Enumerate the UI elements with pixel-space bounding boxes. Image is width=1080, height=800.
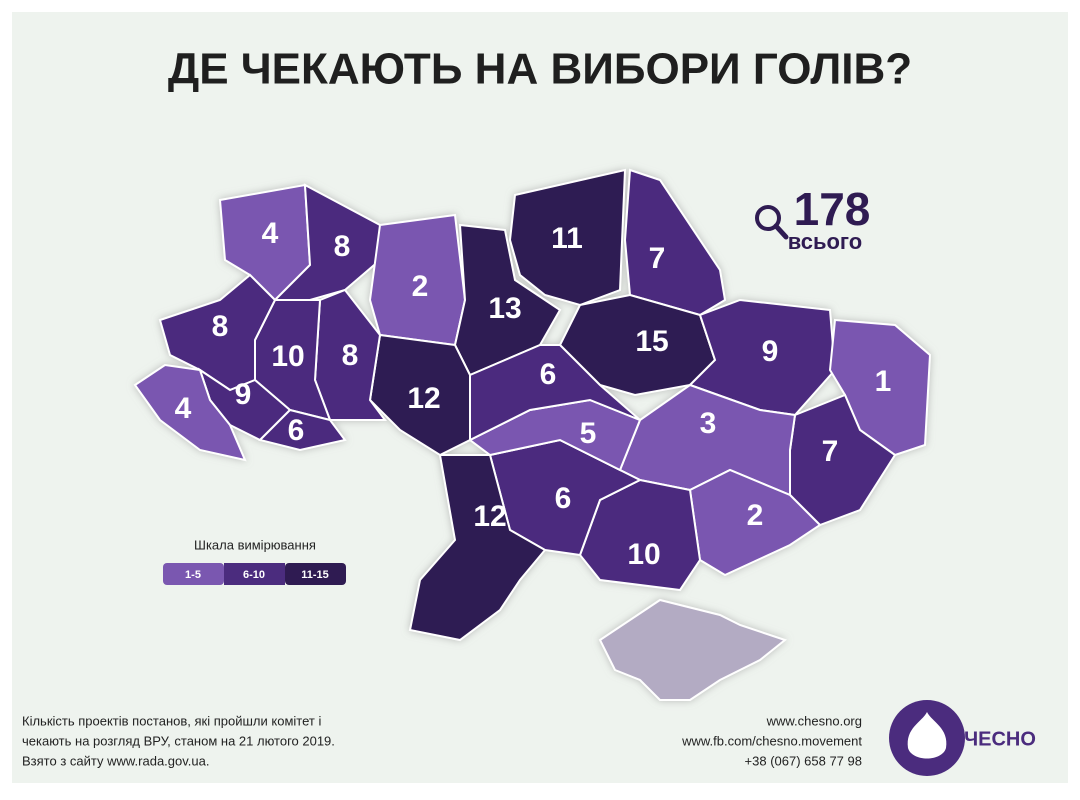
region-value: 12 — [407, 382, 440, 415]
region-value: 10 — [627, 538, 660, 571]
footnote-line: чекають на розгляд ВРУ, станом на 21 лют… — [22, 733, 335, 748]
region-value: 11 — [551, 222, 583, 255]
legend-swatch — [285, 563, 346, 585]
region-value: 10 — [271, 340, 304, 373]
region — [508, 168, 627, 307]
legend-label: 11-15 — [301, 569, 329, 581]
total-value: 178 — [794, 183, 871, 235]
region — [688, 468, 822, 577]
region-value: 2 — [412, 270, 429, 303]
region-value: 6 — [288, 414, 305, 447]
region-value: 1 — [875, 365, 892, 398]
map — [133, 168, 932, 701]
region-value: 13 — [488, 292, 521, 325]
region-value: 6 — [540, 358, 557, 391]
logo-text: ЧЕСНО — [964, 728, 1036, 750]
region-value: 15 — [635, 325, 668, 358]
footnote-line: Кількість проектів постанов, які пройшли… — [22, 713, 321, 728]
region — [258, 408, 347, 452]
region-value: 9 — [762, 335, 779, 368]
contact: www.chesno.org — [766, 713, 862, 728]
legend-swatch — [163, 563, 224, 585]
region-value: 2 — [747, 499, 764, 532]
region — [368, 333, 471, 457]
total-label: всього — [788, 229, 863, 254]
logo: ЧЕСНО — [889, 700, 1036, 776]
search-icon — [755, 205, 781, 231]
region — [158, 273, 277, 392]
legend-swatch — [224, 563, 285, 585]
region-value: 7 — [822, 435, 839, 468]
logo-garlic — [907, 712, 947, 759]
region-value: 12 — [473, 500, 506, 533]
region-value: 8 — [212, 310, 229, 343]
footnote-line: Взято з сайту www.rada.gov.ua. — [22, 753, 209, 768]
title: ДЕ ЧЕКАЮТЬ НА ВИБОРИ ГОЛІВ? — [168, 45, 912, 94]
region-value: 5 — [580, 417, 597, 450]
crimea — [598, 598, 788, 701]
region-value: 4 — [262, 217, 279, 250]
legend-title: Шкала вимірювання — [194, 537, 316, 552]
legend-label: 6-10 — [243, 569, 265, 581]
total: 178 всього — [755, 183, 871, 254]
region-value: 6 — [555, 482, 572, 515]
legend-label: 1-5 — [185, 569, 201, 581]
region-value: 8 — [342, 339, 359, 372]
region — [623, 168, 727, 317]
region — [133, 363, 247, 462]
region — [408, 454, 547, 642]
contact: www.fb.com/chesno.movement — [681, 733, 862, 748]
region-value: 4 — [175, 392, 192, 425]
region-value: 8 — [334, 230, 351, 263]
region-value: 3 — [700, 407, 717, 440]
search-icon — [773, 223, 789, 240]
legend: 1-5 6-10 11-15 — [163, 563, 346, 585]
region-value: 7 — [649, 242, 666, 275]
region-value: 9 — [235, 378, 252, 411]
footnote: Кількість проектів постанов, які пройшли… — [22, 713, 335, 768]
region — [578, 478, 702, 592]
contacts: www.chesno.org www.fb.com/chesno.movemen… — [681, 713, 862, 768]
contact: +38 (067) 658 77 98 — [745, 753, 862, 768]
